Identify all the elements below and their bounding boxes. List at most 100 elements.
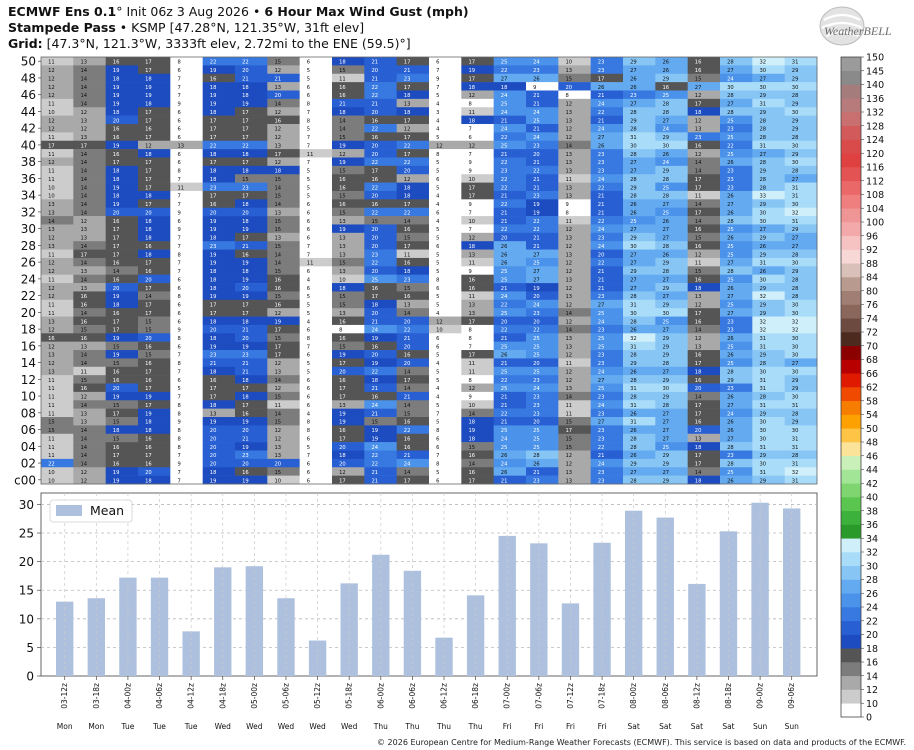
heatmap-cell-value: 33	[759, 194, 766, 200]
heatmap-cell-value: 28	[662, 194, 669, 200]
heatmap-cell-value: 6	[307, 227, 310, 233]
heatmap-cell-value: 19	[113, 202, 120, 208]
heatmap-cell	[493, 458, 527, 468]
heatmap-cell-value: 29	[759, 202, 766, 208]
heatmap-cell	[299, 433, 333, 443]
heatmap-cell	[105, 257, 139, 267]
heatmap-cell	[752, 216, 786, 225]
heatmap-cell	[73, 283, 107, 292]
heatmap-cell-value: 22	[533, 219, 540, 225]
bar-y-tick-label: 15	[19, 584, 34, 598]
heatmap-cell	[784, 82, 818, 91]
heatmap-cell	[332, 316, 365, 326]
heatmap-cell-value: 18	[468, 244, 475, 250]
heatmap-cell	[105, 266, 139, 275]
heatmap-cell	[170, 442, 204, 451]
heatmap-cell-value: 20	[242, 462, 249, 468]
heatmap-cell	[364, 425, 398, 435]
heatmap-cell-value: 22	[501, 328, 508, 334]
heatmap-cell-value: 16	[404, 445, 411, 451]
heatmap-cell-value: 16	[48, 336, 55, 342]
heatmap-cell-value: 14	[274, 378, 281, 384]
heatmap-cell	[235, 400, 268, 409]
heatmap-cell-value: 16	[145, 378, 152, 384]
heatmap-cell-value: 28	[630, 478, 637, 484]
heatmap-cell	[235, 157, 268, 167]
bar-x-tick-label: 06-00z	[376, 683, 385, 709]
heatmap-cell-value: 14	[80, 93, 87, 99]
heatmap-cell-value: 21	[598, 286, 605, 292]
heatmap-cell	[493, 316, 527, 326]
heatmap-cell	[590, 308, 624, 317]
heatmap-cell	[235, 249, 268, 259]
heatmap-cell-value: 13	[177, 143, 184, 149]
heatmap-cell-value: 6	[307, 478, 310, 484]
heatmap-cell-value: 22	[404, 210, 411, 216]
heatmap-cell	[364, 316, 398, 326]
heatmap-cell	[267, 391, 301, 401]
heatmap-cell-value: 27	[759, 227, 766, 233]
heatmap-cell-value: 16	[113, 445, 120, 451]
heatmap-cell	[655, 57, 689, 66]
heatmap-cell-value: 21	[533, 127, 540, 133]
heatmap-cell-value: 23	[598, 60, 605, 66]
heatmap-cell-value: 27	[662, 369, 669, 375]
heatmap-cell	[299, 157, 333, 167]
heatmap-cell-value: 11	[48, 311, 55, 317]
heatmap-cell	[526, 115, 559, 125]
heatmap-cell	[784, 190, 818, 200]
heatmap-cell-value: 20	[371, 68, 378, 74]
heatmap-cell-value: 17	[242, 403, 249, 409]
heatmap-cell	[364, 366, 398, 376]
heatmap-cell-value: 16	[145, 445, 152, 451]
heatmap-cell-value: 8	[177, 60, 180, 66]
heatmap-cell	[235, 475, 268, 485]
heatmap-cell-value: 12	[695, 118, 702, 124]
heatmap-cell	[493, 324, 527, 334]
colorbar-tick-label: 14	[866, 671, 878, 682]
heatmap-cell	[73, 257, 107, 267]
heatmap-cell-value: 20	[533, 361, 540, 367]
heatmap-cell	[720, 417, 753, 426]
product-name: 6 Hour Max Wind Gust (mph)	[264, 4, 469, 19]
heatmap-cell-value: 6	[307, 219, 310, 225]
heatmap-cell-value: 19	[210, 478, 217, 484]
heatmap-cell	[299, 425, 333, 435]
heatmap-cell	[461, 199, 495, 208]
heatmap-cell	[461, 107, 495, 116]
heatmap-cell-value: 23	[404, 76, 411, 82]
heatmap-cell-value: 21	[501, 478, 508, 484]
colorbar-tick-label: 24	[866, 603, 878, 614]
heatmap-cell-value: 26	[501, 353, 508, 359]
heatmap-cell-value: 6	[177, 110, 180, 116]
heatmap-cell-value: 20	[210, 453, 217, 459]
heatmap-cell-value: 26	[727, 236, 734, 242]
heatmap-cell-value: 6	[436, 244, 439, 250]
heatmap-cell	[526, 350, 559, 359]
heatmap-cell-value: 31	[792, 478, 799, 484]
heatmap-cell-value: 22	[371, 210, 378, 216]
heatmap-cell-value: 9	[468, 160, 471, 166]
heatmap-cell-value: 17	[113, 453, 120, 459]
heatmap-cell-value: 5	[436, 169, 439, 175]
heatmap-cell	[493, 182, 527, 192]
heatmap-cell-value: 26	[630, 85, 637, 91]
heatmap-cell-value: 31	[630, 135, 637, 141]
heatmap-cell	[655, 82, 689, 91]
heatmap-cell-value: 12	[48, 286, 55, 292]
heatmap-cell-value: 16	[695, 420, 702, 426]
heatmap-y-tick-label: 12	[21, 373, 36, 387]
heatmap-cell-value: 20	[145, 470, 152, 476]
heatmap-cell	[267, 358, 301, 368]
heatmap-cell-value: 15	[339, 194, 346, 200]
heatmap-cell	[461, 73, 495, 83]
mean-bar	[308, 640, 327, 676]
heatmap-cell-value: 14	[565, 328, 572, 334]
heatmap-cell-value: 6	[307, 210, 310, 216]
heatmap-cell	[105, 366, 139, 376]
heatmap-cell	[655, 174, 689, 183]
heatmap-cell-value: 8	[177, 169, 180, 175]
legend-label: Mean	[90, 503, 124, 518]
heatmap-cell-value: 16	[339, 93, 346, 99]
heatmap-cell	[105, 82, 139, 91]
